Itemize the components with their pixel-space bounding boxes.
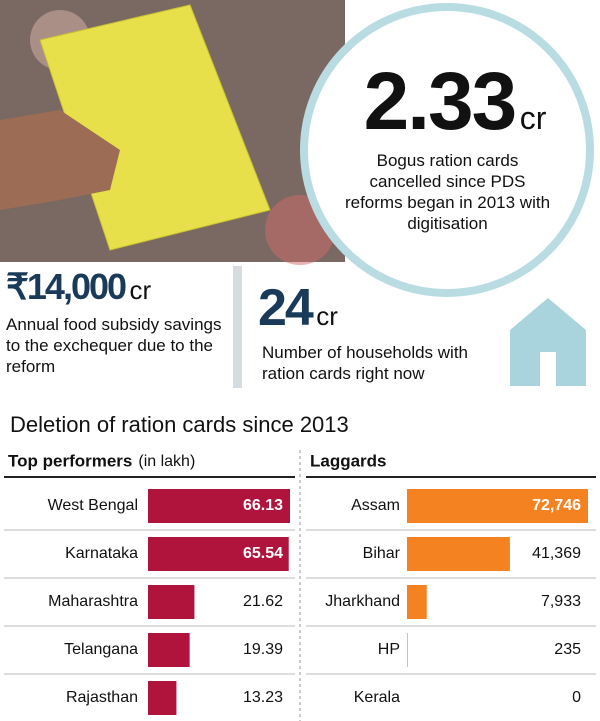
chart-title: Laggards (310, 451, 387, 470)
stat-text: Number of households with ration cards r… (262, 343, 469, 383)
category-label: Jharkhand (325, 593, 400, 610)
bar (148, 585, 195, 619)
category-label: Assam (351, 497, 400, 514)
category-label: West Bengal (48, 497, 138, 514)
bar (407, 585, 427, 619)
chart-title: Top performers (8, 451, 132, 470)
bar (407, 537, 510, 571)
hand (0, 110, 120, 210)
highlight-circle (300, 3, 594, 297)
category-label: Kerala (354, 689, 400, 706)
highlight-text: Bogus ration cards cancelled since PDS r… (344, 151, 551, 233)
bar (148, 681, 177, 715)
stat: 24 cr (258, 278, 338, 338)
category-label: Telangana (64, 641, 138, 658)
value-label: 0 (572, 689, 581, 706)
value-label: 66.13 (243, 497, 283, 514)
value-label: 7,933 (541, 593, 581, 610)
category-label: Karnataka (65, 545, 138, 562)
value-label: 19.39 (243, 641, 283, 658)
stat-unit: cr (316, 301, 338, 331)
value-label: 21.62 (243, 593, 283, 610)
category-label: HP (378, 641, 400, 658)
category-label: Rajasthan (66, 689, 138, 706)
house-icon (510, 298, 586, 386)
house-door (540, 352, 556, 386)
category-label: Bihar (363, 545, 401, 562)
bar (148, 537, 289, 571)
highlight-unit: cr (519, 100, 547, 136)
stat-number: ₹14,000 (6, 266, 127, 307)
stat-text: Annual food subsidy savings to the exche… (6, 315, 222, 376)
value-label: 72,746 (532, 497, 581, 514)
stat-number: 24 (258, 279, 314, 337)
section-title: Deletion of ration cards since 2013 (10, 412, 349, 437)
bar (148, 633, 190, 667)
value-label: 235 (554, 641, 581, 658)
bar (148, 489, 290, 523)
chart-subtitle: (in lakh) (138, 453, 195, 470)
value-label: 13.23 (243, 689, 283, 706)
stat-unit: cr (129, 275, 152, 305)
highlight-number: 2.33 (363, 56, 518, 147)
value-label: 41,369 (532, 545, 581, 562)
stat: ₹14,000 cr (6, 266, 151, 308)
value-label: 65.54 (243, 545, 283, 562)
bar (407, 633, 408, 667)
bar (407, 489, 588, 523)
category-label: Maharashtra (48, 593, 138, 610)
highlight: 2.33 cr (345, 55, 565, 149)
divider (233, 266, 242, 388)
